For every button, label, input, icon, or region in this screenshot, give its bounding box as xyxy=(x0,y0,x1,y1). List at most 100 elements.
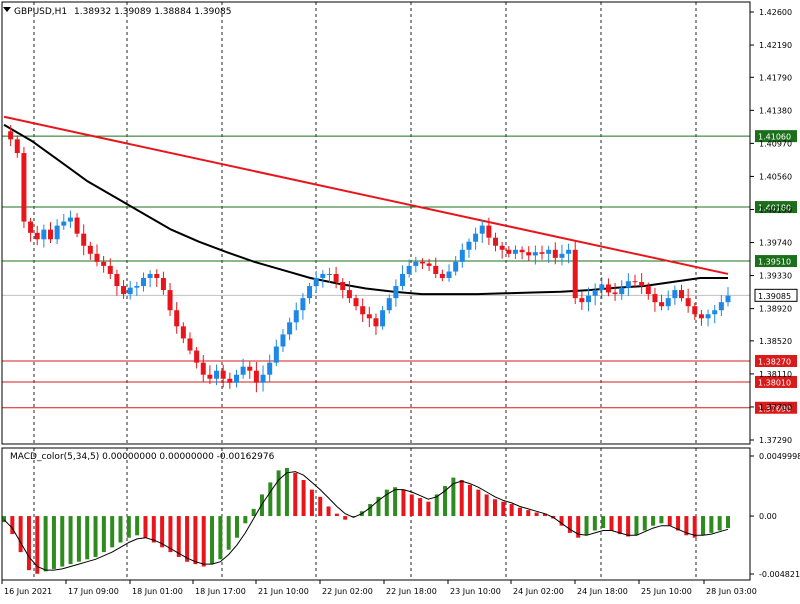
macd-bar xyxy=(526,510,531,517)
macd-pane-frame xyxy=(1,447,751,581)
macd-bar xyxy=(26,516,31,571)
candle-body xyxy=(41,229,47,240)
candle-body xyxy=(433,265,439,274)
candle-body xyxy=(326,273,332,275)
candle-body xyxy=(200,362,206,375)
candle-body xyxy=(207,374,213,379)
macd-bar xyxy=(451,477,456,517)
macd-bar xyxy=(651,516,656,526)
macd-bar xyxy=(609,516,614,531)
macd-bar xyxy=(168,516,173,553)
macd-bar xyxy=(459,480,464,517)
chart-header: GBPUSD,H1 1.38932 1.39089 1.38884 1.3908… xyxy=(14,7,232,17)
collapse-triangle-icon[interactable] xyxy=(3,7,11,12)
macd-bar xyxy=(101,516,106,553)
x-tick-label: 24 Jun 18:00 xyxy=(577,587,628,596)
candle-body xyxy=(214,370,220,379)
candle-body xyxy=(566,249,572,254)
y-tick-label: 1.39330 xyxy=(759,272,792,281)
x-tick-label: 21 Jun 10:00 xyxy=(258,587,309,596)
macd-bar xyxy=(534,512,539,517)
macd-bar xyxy=(309,489,314,517)
macd-bar xyxy=(434,494,439,517)
macd-bar xyxy=(235,516,240,538)
candle-body xyxy=(366,314,372,319)
macd-bar xyxy=(576,516,581,538)
x-tick-label: 25 Jun 10:00 xyxy=(641,587,692,596)
candle-body xyxy=(552,249,558,258)
macd-bar xyxy=(143,516,148,538)
candlesticks xyxy=(8,124,731,393)
candle-body xyxy=(426,263,432,266)
candle-body xyxy=(559,253,565,258)
candle-body xyxy=(380,310,386,327)
candle-body xyxy=(406,265,412,274)
macd-bar xyxy=(2,516,6,523)
y-tick-label: 1.39740 xyxy=(759,239,792,248)
candle-body xyxy=(519,249,525,253)
candle-body xyxy=(599,284,605,291)
horizontal-levels: 1.41060 1.40180 1.39510 1.38270 1.38010 1.376… xyxy=(2,130,798,414)
candle-body xyxy=(532,252,538,256)
macd-bar xyxy=(85,516,90,560)
macd-bar xyxy=(426,501,431,517)
candle-body xyxy=(160,277,166,291)
macd-bar xyxy=(284,468,289,517)
macd-pane xyxy=(2,468,730,574)
ohlc-readout: 1.38932 1.39089 1.38884 1.39085 xyxy=(74,7,231,17)
level-label-box xyxy=(755,355,797,368)
y-tick-label: 1.40970 xyxy=(759,139,792,148)
candle-body xyxy=(233,374,239,383)
macd-bar xyxy=(634,516,639,536)
macd-bar xyxy=(717,516,722,531)
macd-bar xyxy=(592,516,597,531)
y-tick-label: 1.37700 xyxy=(759,403,792,412)
macd-bar xyxy=(268,482,273,517)
level-label-box xyxy=(755,255,797,268)
y-tick-label: 1.41380 xyxy=(759,106,792,115)
candle-body xyxy=(220,370,226,379)
candle-body xyxy=(81,233,87,246)
y-tick-label: 1.40150 xyxy=(759,205,792,214)
candle-body xyxy=(114,273,120,287)
macd-bar xyxy=(151,516,156,543)
macd-bar xyxy=(692,516,697,538)
candle-body xyxy=(61,221,67,226)
macd-bar xyxy=(301,480,306,517)
candle-body xyxy=(419,261,425,264)
candle-body xyxy=(632,281,638,283)
macd-bar xyxy=(160,516,165,548)
level-label: 1.37690 xyxy=(758,404,791,413)
candle-body xyxy=(140,277,146,287)
symbol-timeframe: GBPUSD,H1 xyxy=(14,7,67,17)
macd-bar xyxy=(567,516,572,533)
macd-bar xyxy=(676,516,681,531)
candle-body xyxy=(685,298,691,307)
macd-bar xyxy=(110,516,115,548)
macd-bar xyxy=(60,516,65,567)
macd-bar xyxy=(701,516,706,536)
macd-bar xyxy=(368,504,373,517)
candle-body xyxy=(413,261,419,266)
candle-body xyxy=(307,286,313,299)
macd-bar xyxy=(10,516,15,535)
macd-bar xyxy=(218,516,223,560)
candle-body xyxy=(459,249,465,262)
candle-body xyxy=(8,131,14,140)
macd-bar xyxy=(343,516,348,520)
level-label: 1.41060 xyxy=(758,133,791,142)
x-tick-label: 16 Jun 2021 xyxy=(4,587,52,596)
x-tick-label: 17 Jun 09:00 xyxy=(68,587,119,596)
candle-body xyxy=(134,286,140,288)
candle-body xyxy=(586,295,592,303)
macd-bar xyxy=(617,516,622,535)
x-tick-label: 22 Jun 18:00 xyxy=(386,587,437,596)
macd-bar xyxy=(51,516,56,569)
candle-body xyxy=(698,314,704,319)
candle-body xyxy=(340,282,346,291)
y-tick-label: 1.41790 xyxy=(759,73,792,82)
level-label-box xyxy=(755,401,797,414)
candle-body xyxy=(652,294,658,303)
